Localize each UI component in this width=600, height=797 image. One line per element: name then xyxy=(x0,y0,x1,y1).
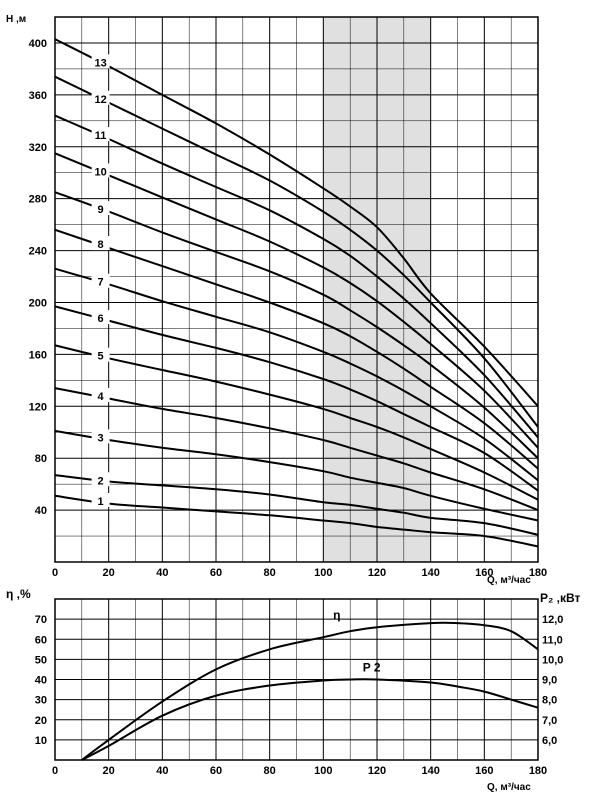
curve-label-bg xyxy=(91,201,110,216)
bottom-x-tick-label: 140 xyxy=(421,765,439,777)
curve-label-6: 6 xyxy=(98,313,104,325)
curve-label-12: 12 xyxy=(94,94,106,106)
top-x-axis-label: Q, м³/час xyxy=(487,575,531,586)
bottom-y-tick-label: 50 xyxy=(35,654,47,666)
top-y-tick-label: 280 xyxy=(29,194,47,206)
curve-label-bg xyxy=(91,127,110,142)
bottom-y-tick-label: 40 xyxy=(35,675,47,687)
top-y-tick-label: 320 xyxy=(29,142,47,154)
bottom-y-right-tick-label: 11,0 xyxy=(542,634,563,646)
top-y-tick-label: 240 xyxy=(29,246,47,258)
curve-label-bg xyxy=(91,493,110,508)
top-y-tick-label: 200 xyxy=(29,297,47,309)
h-curve-4 xyxy=(54,387,539,512)
bottom-y-right-tick-label: 9,0 xyxy=(542,675,557,687)
h-curve-7 xyxy=(54,267,539,482)
top-x-tick-label: 160 xyxy=(475,567,493,579)
curve-label-7: 7 xyxy=(98,277,104,289)
top-x-tick-label: 20 xyxy=(103,567,115,579)
top-x-tick-label: 40 xyxy=(156,567,168,579)
bottom-x-tick-label: 120 xyxy=(368,765,386,777)
curve-label-bg xyxy=(91,54,110,69)
bottom-x-tick-label: 180 xyxy=(529,765,547,777)
h-curve-8 xyxy=(54,228,539,470)
bottom-y-tick-label: 70 xyxy=(35,614,47,626)
curve-label-3: 3 xyxy=(98,432,104,444)
top-y-tick-label: 160 xyxy=(29,349,47,361)
bottom-x-tick-label: 80 xyxy=(264,765,276,777)
top-y-axis-label: H ,м xyxy=(6,14,26,25)
bottom-y-tick-label: 20 xyxy=(35,715,47,727)
bottom-x-tick-label: 40 xyxy=(156,765,168,777)
curve-label-2: 2 xyxy=(98,475,104,487)
curve-label-1: 1 xyxy=(98,496,104,508)
curve-label-bg xyxy=(91,310,110,325)
curve-label-9: 9 xyxy=(98,204,104,216)
top-x-tick-label: 180 xyxy=(529,567,547,579)
curve-label-13: 13 xyxy=(94,57,106,69)
bottom-y-tick-label: 30 xyxy=(35,695,47,707)
bottom-x-tick-label: 20 xyxy=(103,765,115,777)
eta-curve-label: η xyxy=(333,608,340,622)
top-x-tick-label: 60 xyxy=(210,567,222,579)
h-curve-9 xyxy=(54,191,539,459)
bottom-y-right-tick-label: 10,0 xyxy=(542,654,563,666)
bottom-x-axis-label: Q, м³/час xyxy=(487,782,531,793)
h-curve-13 xyxy=(54,38,539,407)
curve-label-bg xyxy=(91,90,110,105)
p2-curve-label: P 2 xyxy=(363,660,381,674)
bottom-x-tick-label: 0 xyxy=(52,765,58,777)
h-curve-5 xyxy=(54,344,539,501)
top-x-tick-label: 140 xyxy=(421,567,439,579)
curve-label-5: 5 xyxy=(98,351,104,363)
curve-label-bg xyxy=(91,347,110,362)
bottom-y-tick-label: 10 xyxy=(35,735,47,747)
bottom-y-right-tick-label: 7,0 xyxy=(542,715,557,727)
bottom-x-tick-label: 160 xyxy=(475,765,493,777)
bottom-x-tick-label: 60 xyxy=(210,765,222,777)
bottom-y-right-tick-label: 6,0 xyxy=(542,735,557,747)
h-curve-3 xyxy=(54,429,539,522)
curve-label-10: 10 xyxy=(94,166,106,178)
bottom-y-right-tick-label: 12,0 xyxy=(542,614,563,626)
bottom-y-right-axis-label: P₂ ,кВт xyxy=(540,591,581,605)
h-curve-6 xyxy=(54,305,539,492)
top-y-tick-label: 40 xyxy=(35,505,47,517)
bottom-plot-frame xyxy=(54,598,539,761)
bottom-y-right-tick-label: 8,0 xyxy=(542,695,557,707)
h-curve-1 xyxy=(54,494,539,548)
curve-label-bg xyxy=(91,472,110,487)
curve-label-8: 8 xyxy=(98,239,104,251)
curve-label-11: 11 xyxy=(95,130,107,142)
curve-label-bg xyxy=(91,429,110,444)
curve-label-4: 4 xyxy=(98,391,105,403)
h-curve-11 xyxy=(54,114,539,439)
top-y-tick-label: 120 xyxy=(29,401,47,413)
curve-label-bg xyxy=(91,273,110,288)
h-curve-10 xyxy=(54,152,539,449)
p2-curve xyxy=(81,678,539,761)
top-x-tick-label: 0 xyxy=(52,567,58,579)
top-x-tick-label: 80 xyxy=(264,567,276,579)
curve-label-bg xyxy=(91,236,110,251)
curve-label-bg xyxy=(91,387,110,402)
h-curve-2 xyxy=(54,474,539,536)
eta-curve xyxy=(81,621,539,761)
bottom-y-tick-label: 60 xyxy=(35,634,47,646)
top-x-tick-label: 100 xyxy=(314,567,332,579)
top-y-tick-label: 80 xyxy=(35,453,47,465)
curve-label-bg xyxy=(91,163,110,178)
top-x-tick-label: 120 xyxy=(368,567,386,579)
top-plot-frame xyxy=(54,16,539,563)
top-y-tick-label: 360 xyxy=(29,90,47,102)
h-curve-12 xyxy=(54,75,539,428)
top-y-tick-label: 400 xyxy=(29,38,47,50)
bottom-x-tick-label: 100 xyxy=(314,765,332,777)
bottom-y-axis-label: η ,% xyxy=(6,587,31,601)
